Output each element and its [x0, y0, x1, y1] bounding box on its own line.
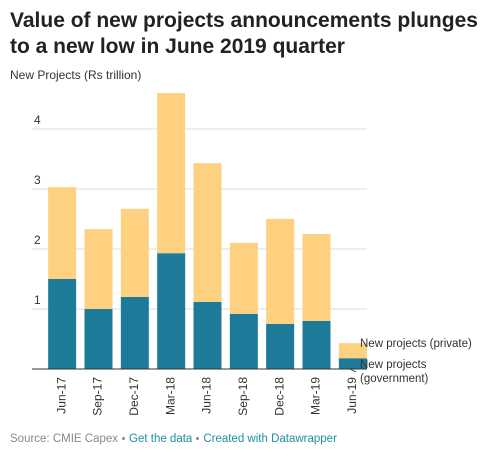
- bar-segment: [302, 321, 331, 369]
- bar-segment: [157, 93, 186, 254]
- x-tick-label: Jun-19: [345, 377, 359, 414]
- bar-segment: [229, 313, 258, 369]
- y-axis-label: New Projects (Rs trillion): [10, 68, 141, 82]
- x-tick-label: Mar-18: [163, 377, 177, 415]
- legend-label: New projects (private): [360, 338, 472, 350]
- x-tick-label: Sep-17: [91, 377, 105, 416]
- bar-segment: [48, 279, 77, 369]
- bar-segment: [266, 324, 295, 369]
- bar-segment: [338, 358, 367, 369]
- bar-segment: [84, 309, 113, 369]
- bar-segment: [302, 234, 331, 321]
- x-tick-label: Mar-19: [309, 377, 323, 415]
- x-tick-label: Dec-18: [272, 377, 286, 416]
- footer: Source: CMIE Capex Get the data Created wi…: [10, 433, 337, 445]
- bar-segment: [338, 343, 367, 359]
- bar-segment: [266, 219, 295, 324]
- bar-segment: [84, 229, 113, 309]
- link[interactable]: Created with Datawrapper: [203, 433, 337, 445]
- x-tick-label: Dec-17: [127, 377, 141, 416]
- y-tick-label: 4: [34, 113, 41, 127]
- x-tick-label: Jun-17: [54, 377, 68, 414]
- y-tick-label: 3: [34, 173, 41, 187]
- bar-segment: [120, 297, 149, 369]
- bar-segment: [157, 253, 186, 369]
- bar-segment: [120, 208, 149, 297]
- bar-segment: [193, 301, 222, 369]
- x-tick-label: Jun-18: [200, 377, 214, 414]
- link[interactable]: Get the data: [129, 433, 193, 445]
- bar-segment: [229, 243, 258, 314]
- bar-segment: [193, 163, 222, 302]
- y-tick-label: 1: [34, 293, 41, 307]
- separator: [196, 437, 200, 441]
- source: Source: CMIE Capex: [10, 433, 119, 445]
- legend-label: New projects (government): [360, 359, 429, 385]
- y-tick-label: 2: [34, 233, 41, 247]
- chart-title: Value of new projects announcements plun…: [10, 9, 478, 58]
- separator: [122, 437, 126, 441]
- x-tick-label: Sep-18: [236, 377, 250, 416]
- bar-segment: [48, 187, 77, 279]
